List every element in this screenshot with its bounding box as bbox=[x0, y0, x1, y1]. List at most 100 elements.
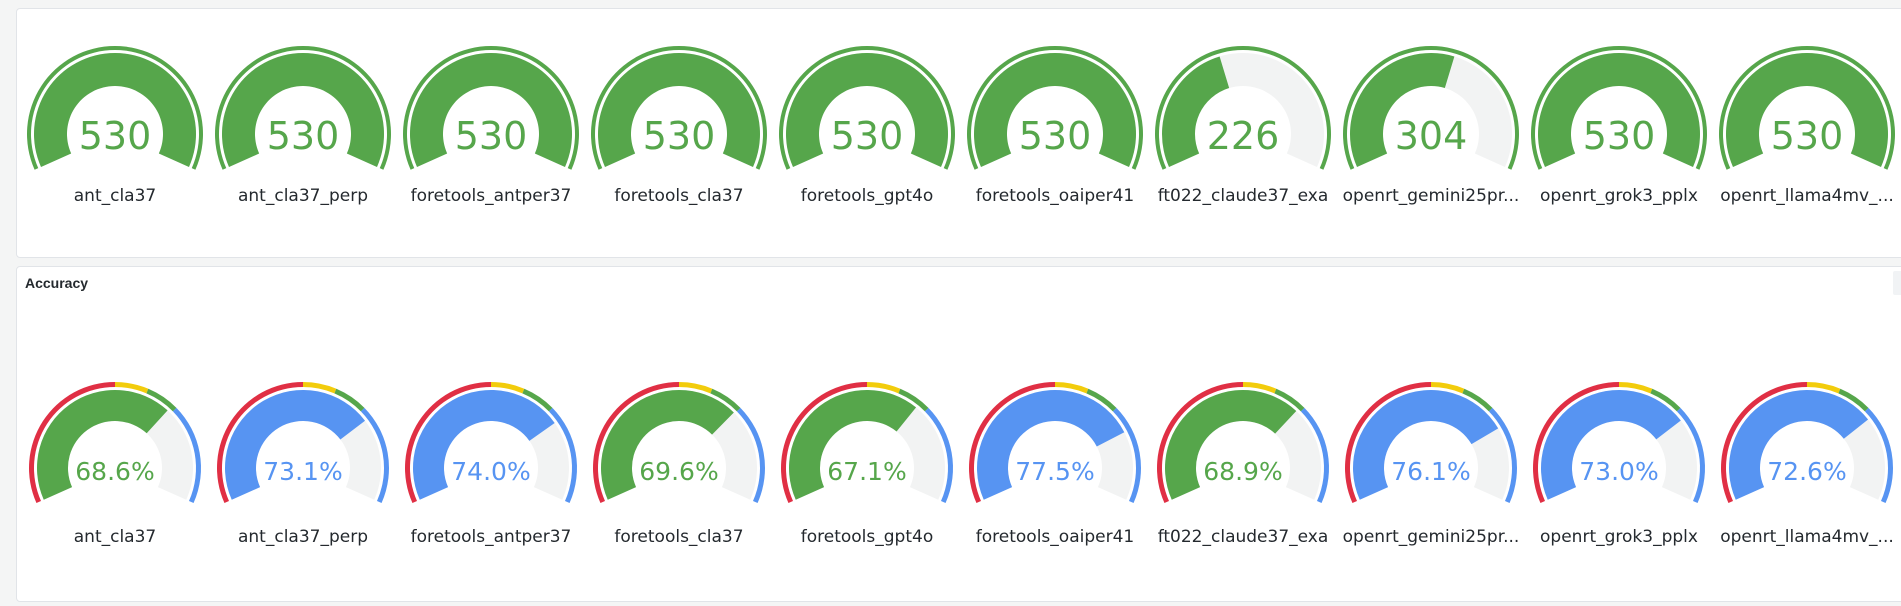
gauge: 226 ft022_claude37_exa bbox=[1155, 45, 1331, 206]
gauge-threshold-segment bbox=[1156, 382, 1243, 503]
gauge-threshold-segment bbox=[969, 382, 1055, 503]
gauge-series-label: foretools_oaiper41 bbox=[976, 527, 1134, 547]
gauge-threshold-segment bbox=[736, 407, 765, 503]
gauge-value-label: 530 bbox=[1771, 114, 1844, 158]
gauge-series-label: openrt_grok3_pplx bbox=[1540, 527, 1698, 547]
gauge-series-label: ant_cla37 bbox=[74, 186, 156, 206]
gauge-value-arc bbox=[410, 53, 572, 167]
gauge-threshold-segment bbox=[405, 382, 491, 503]
gauge-series-label: foretools_oaiper41 bbox=[976, 186, 1134, 206]
gauge-series-label: ft022_claude37_exa bbox=[1158, 186, 1329, 206]
gauge-value-arc bbox=[1161, 56, 1230, 167]
gauge-threshold-segment bbox=[303, 382, 337, 394]
gauge-threshold-segment bbox=[1431, 382, 1465, 394]
gauge-series-label: foretools_cla37 bbox=[614, 186, 743, 206]
gauge-panel-top: 530 ant_cla37 530 ant_cla37_perp 530 foretool… bbox=[16, 8, 1901, 258]
gauge-threshold-segment bbox=[1838, 388, 1869, 412]
gauge-value-label: 304 bbox=[1395, 114, 1468, 158]
gauge-value-arc bbox=[601, 390, 734, 500]
gauge: 77.5% foretools_oaiper41 bbox=[969, 382, 1142, 547]
gauge: 74.0% foretools_antper37 bbox=[405, 382, 577, 547]
gauge-series-label: openrt_gemini25pr... bbox=[1343, 527, 1520, 547]
gauge: 530 openrt_grok3_pplx bbox=[1531, 46, 1707, 206]
gauge-threshold-segment bbox=[334, 388, 365, 412]
gauge-value-arc bbox=[1352, 389, 1499, 500]
gauge-value-label: 69.6% bbox=[639, 457, 718, 486]
gauge-series-label: foretools_antper37 bbox=[411, 527, 572, 547]
gauge-value-label: 530 bbox=[455, 114, 528, 158]
gauge-value-label: 76.1% bbox=[1391, 457, 1470, 486]
gauge-value-arc bbox=[789, 390, 917, 500]
panel-title: Accuracy bbox=[25, 275, 89, 291]
gauge-value-label: 530 bbox=[267, 114, 340, 158]
gauge-value-label: 530 bbox=[643, 114, 716, 158]
gauge-value-label: 68.6% bbox=[75, 457, 154, 486]
gauge: 76.1% openrt_gemini25pr... bbox=[1343, 382, 1520, 547]
gauge-threshold-segment bbox=[1462, 388, 1493, 412]
gauge-value-label: 530 bbox=[79, 114, 152, 158]
gauge-value-label: 530 bbox=[1019, 114, 1092, 158]
gauge: 73.1% ant_cla37_perp bbox=[217, 382, 389, 547]
gauge-value-arc bbox=[37, 390, 168, 500]
gauge-series-label: openrt_llama4mv_... bbox=[1720, 527, 1894, 547]
vertical-ellipsis-icon[interactable]: ⋮ bbox=[1893, 271, 1901, 295]
gauge-threshold-segment bbox=[1721, 382, 1807, 503]
gauge-value-arc bbox=[225, 390, 366, 500]
gauge: 530 openrt_llama4mv_... bbox=[1719, 46, 1896, 206]
gauge-value-arc bbox=[1540, 390, 1681, 500]
gauge-value-arc bbox=[785, 53, 948, 167]
gauge: 530 foretools_gpt4o bbox=[779, 46, 955, 206]
gauge-chart-top: 530 ant_cla37 530 ant_cla37_perp 530 foretool… bbox=[27, 45, 1896, 206]
gauge-threshold-segment bbox=[115, 382, 149, 394]
gauge-chart-accuracy: 68.6% ant_cla37 73.1% ant_cla37_perp 74.0% fo… bbox=[28, 382, 1894, 547]
gauge-value-label: 73.0% bbox=[1579, 457, 1658, 486]
gauge: 530 foretools_antper37 bbox=[403, 46, 579, 206]
gauge-threshold-segment bbox=[1488, 407, 1517, 503]
gauge-series-label: ant_cla37_perp bbox=[238, 186, 368, 206]
gauge-value-label: 530 bbox=[831, 114, 904, 158]
gauge-series-label: foretools_gpt4o bbox=[801, 527, 933, 547]
gauge-threshold-segment bbox=[1055, 382, 1089, 394]
gauge-threshold-segment bbox=[360, 407, 389, 503]
gauge-threshold-segment bbox=[781, 382, 867, 503]
gauge-threshold-segment bbox=[1345, 382, 1431, 503]
gauge-series-label: foretools_cla37 bbox=[614, 527, 743, 547]
gauge-threshold-segment bbox=[924, 407, 953, 503]
gauge: 68.6% ant_cla37 bbox=[28, 382, 201, 547]
gauge-value-label: 72.6% bbox=[1767, 457, 1846, 486]
gauge-threshold-segment bbox=[522, 388, 553, 412]
gauge-value-arc bbox=[1538, 53, 1700, 167]
gauge-panel-accuracy: Accuracy ⋮ 68.6% ant_cla37 73.1% ant_cla37_… bbox=[16, 266, 1901, 602]
gauge-threshold-segment bbox=[1243, 382, 1277, 394]
gauge-threshold-segment bbox=[710, 388, 741, 412]
gauge: 72.6% openrt_llama4mv_... bbox=[1720, 382, 1894, 547]
gauge-threshold-segment bbox=[898, 388, 929, 412]
gauge-threshold-segment bbox=[1650, 388, 1681, 412]
gauge-value-label: 67.1% bbox=[827, 457, 906, 486]
gauge-threshold-segment bbox=[146, 388, 177, 412]
gauge-value-arc bbox=[974, 53, 1136, 167]
gauge-threshold-segment bbox=[1274, 388, 1305, 412]
gauge: 530 foretools_oaiper41 bbox=[966, 45, 1143, 206]
gauge-value-label: 530 bbox=[1583, 114, 1656, 158]
gauge-value-arc bbox=[413, 390, 555, 500]
gauge-threshold-segment bbox=[1300, 407, 1329, 503]
gauge-value-label: 73.1% bbox=[263, 457, 342, 486]
gauge-series-label: openrt_llama4mv_... bbox=[1720, 186, 1894, 206]
gauge-series-label: ant_cla37_perp bbox=[238, 527, 368, 547]
gauge-threshold-segment bbox=[548, 407, 577, 503]
gauge-value-arc bbox=[1350, 52, 1455, 167]
gauge-threshold-segment bbox=[867, 382, 901, 394]
gauge-value-label: 77.5% bbox=[1015, 457, 1094, 486]
gauge-value-label: 68.9% bbox=[1203, 457, 1282, 486]
gauge: 530 foretools_cla37 bbox=[591, 46, 767, 206]
gauge-threshold-segment bbox=[1086, 388, 1117, 412]
gauge-threshold-segment bbox=[1676, 407, 1705, 503]
gauge: 530 ant_cla37_perp bbox=[215, 46, 391, 206]
gauge-threshold-segment bbox=[491, 382, 525, 394]
gauge: 68.9% ft022_claude37_exa bbox=[1156, 382, 1329, 547]
gauge-threshold-segment bbox=[1533, 382, 1619, 503]
gauge: 530 ant_cla37 bbox=[27, 46, 203, 206]
gauge-value-arc bbox=[598, 52, 760, 167]
gauge-series-label: ant_cla37 bbox=[74, 527, 156, 547]
